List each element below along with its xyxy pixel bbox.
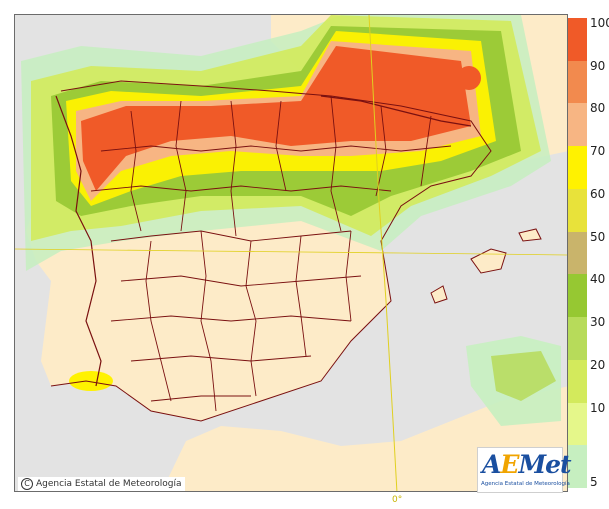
logo-subtitle: Agencia Estatal de Meteorología bbox=[481, 481, 570, 487]
logo-brand: AEMet bbox=[482, 450, 572, 479]
legend-bar bbox=[568, 18, 587, 489]
legend-swatch-70 bbox=[568, 146, 587, 190]
iberia-coast bbox=[50, 80, 492, 422]
legend-label-70: 70 bbox=[590, 144, 606, 159]
legend-swatch-30 bbox=[568, 317, 587, 361]
copyright-icon: C bbox=[21, 478, 33, 490]
legend-label-90: 90 bbox=[590, 58, 606, 73]
ibiza-island bbox=[430, 285, 448, 304]
province-borders bbox=[90, 95, 452, 412]
legend-swatch-20 bbox=[568, 359, 587, 404]
legend-label-60: 60 bbox=[590, 186, 606, 201]
credit-text: C Agencia Estatal de Meteorología bbox=[18, 477, 185, 491]
portugal-border bbox=[55, 95, 102, 387]
legend-label-50: 50 bbox=[590, 229, 606, 244]
prob-east-sea-inner bbox=[491, 351, 556, 401]
legend-label-20: 20 bbox=[590, 357, 606, 372]
legend-label-5: 5 bbox=[590, 475, 598, 489]
prob-spot-100 bbox=[457, 66, 481, 90]
map-canvas bbox=[15, 15, 567, 491]
legend-label-10: 10 bbox=[590, 400, 606, 415]
menorca-island bbox=[518, 228, 542, 242]
latitude-line bbox=[15, 248, 567, 256]
meridian-label: 0° bbox=[392, 495, 403, 505]
legend-swatch-40 bbox=[568, 274, 587, 318]
prob-band-100 bbox=[81, 46, 471, 191]
pyrenees-border bbox=[320, 95, 472, 127]
africa-land bbox=[161, 386, 567, 491]
legend-label-80: 80 bbox=[590, 101, 606, 116]
legend-swatch-10 bbox=[568, 402, 587, 446]
legend-swatch-100 bbox=[568, 18, 587, 62]
credit-label: Agencia Estatal de Meteorología bbox=[36, 479, 182, 489]
legend-label-40: 40 bbox=[590, 272, 606, 287]
legend-swatch-80 bbox=[568, 103, 587, 147]
legend-swatch-50 bbox=[568, 231, 587, 275]
legend-swatch-5 bbox=[568, 445, 587, 489]
mallorca-island bbox=[470, 248, 507, 274]
aemet-logo: AEMet Agencia Estatal de Meteorología bbox=[477, 447, 572, 493]
legend-swatch-90 bbox=[568, 60, 587, 104]
map-frame bbox=[14, 14, 568, 492]
prob-southwest-spot bbox=[69, 371, 113, 391]
greenwich-meridian bbox=[368, 15, 398, 491]
legend-label-30: 30 bbox=[590, 315, 606, 330]
legend-swatch-60 bbox=[568, 188, 587, 233]
legend-label-100: 100 bbox=[590, 16, 609, 30]
